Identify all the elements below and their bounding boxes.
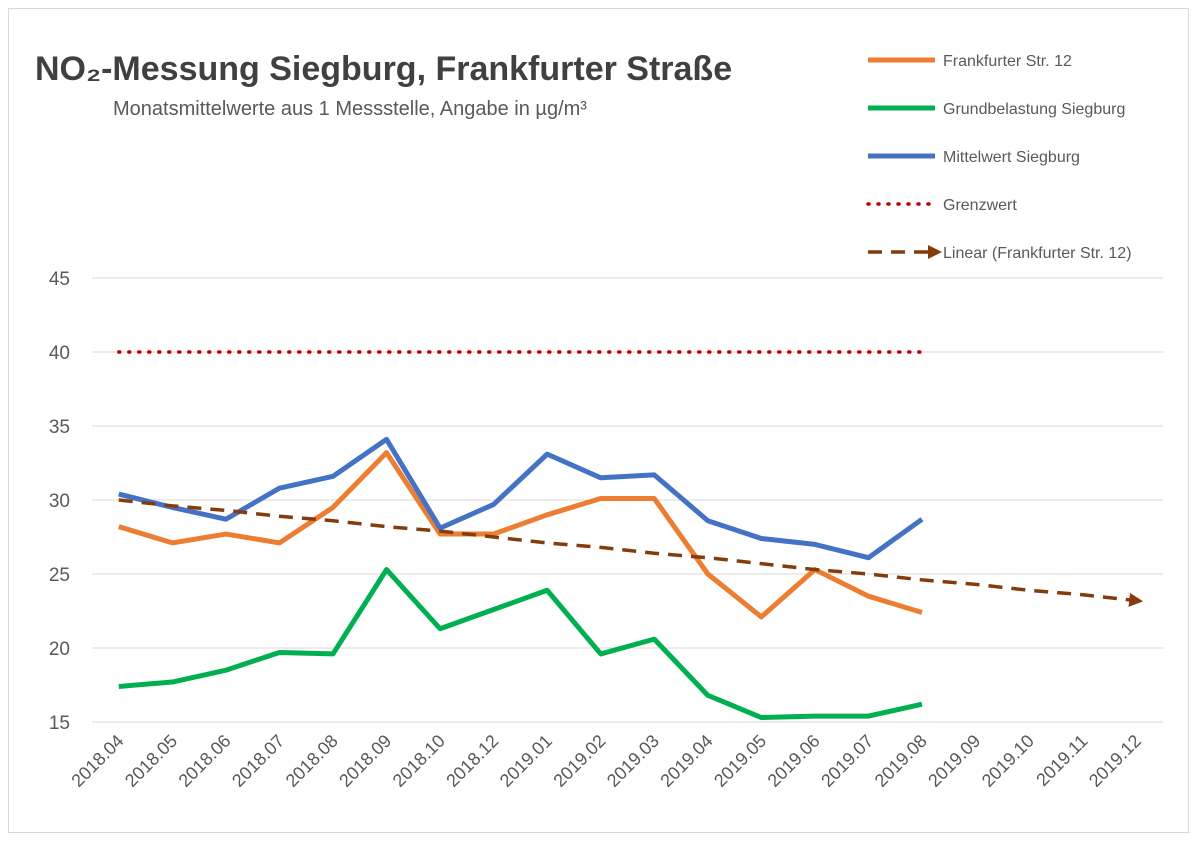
legend-label: Grundbelastung Siegburg bbox=[943, 101, 1125, 118]
legend-label: Frankfurter Str. 12 bbox=[943, 53, 1072, 70]
chart-border bbox=[8, 8, 1189, 833]
chart-subtitle: Monatsmittelwerte aus 1 Messstelle, Anga… bbox=[113, 98, 587, 120]
series-line bbox=[118, 567, 923, 721]
y-tick-label: 15 bbox=[49, 713, 70, 734]
legend-label: Grenzwert bbox=[943, 197, 1017, 214]
legend-label: Linear (Frankfurter Str. 12) bbox=[943, 245, 1132, 262]
series-line bbox=[118, 498, 1144, 607]
y-tick-label: 25 bbox=[49, 565, 70, 586]
y-tick-label: 35 bbox=[49, 417, 70, 438]
legend-label: Mittelwert Siegburg bbox=[943, 149, 1080, 166]
y-tick-label: 40 bbox=[49, 343, 70, 364]
chart-title: NO₂-Messung Siegburg, Frankfurter Straße bbox=[35, 50, 732, 88]
series-line bbox=[118, 436, 924, 561]
y-tick-label: 45 bbox=[49, 269, 70, 290]
y-tick-label: 20 bbox=[49, 639, 70, 660]
y-tick-label: 30 bbox=[49, 491, 70, 512]
series-line bbox=[118, 450, 923, 620]
